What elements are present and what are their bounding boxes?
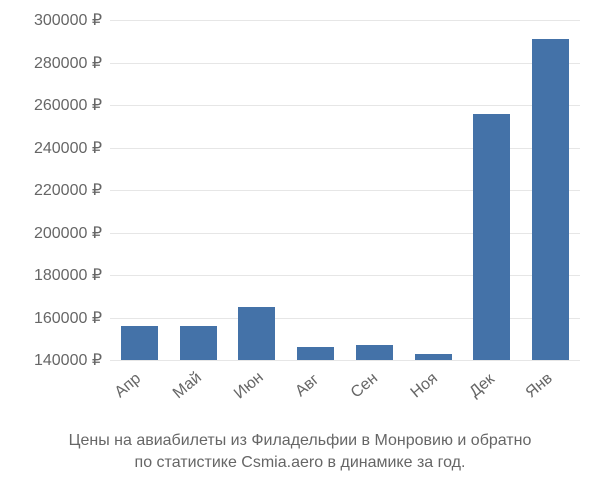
caption-line-1: Цены на авиабилеты из Филадельфии в Монр…	[69, 432, 532, 449]
y-tick-label: 300000 ₽	[34, 10, 102, 30]
x-tick-label: Май	[170, 369, 227, 429]
plot-area	[110, 20, 580, 360]
y-tick-label: 220000 ₽	[34, 180, 102, 200]
bar	[532, 39, 569, 360]
grid-line	[110, 360, 580, 361]
x-tick-label: Сен	[348, 370, 404, 429]
bar	[473, 114, 510, 361]
y-tick-label: 280000 ₽	[34, 53, 102, 73]
caption-line-2: по статистике Csmia.aero в динамике за г…	[135, 454, 466, 471]
chart-caption: Цены на авиабилеты из Филадельфии в Монр…	[0, 430, 600, 473]
bar	[180, 326, 217, 360]
y-tick-label: 180000 ₽	[34, 265, 102, 285]
y-tick-label: 260000 ₽	[34, 95, 102, 115]
x-tick-label: Авг	[293, 371, 346, 427]
bar	[121, 326, 158, 360]
bar	[415, 354, 452, 360]
bar	[238, 307, 275, 360]
y-tick-label: 140000 ₽	[34, 350, 102, 370]
bars-group	[110, 20, 580, 360]
y-tick-label: 160000 ₽	[34, 308, 102, 328]
price-chart: 140000 ₽ 160000 ₽ 180000 ₽ 200000 ₽ 220000 ₽…	[0, 0, 600, 500]
bar	[356, 345, 393, 360]
x-tick-label: Апр	[112, 370, 167, 428]
x-tick-label: Янв	[523, 370, 579, 428]
x-tick-label: Дек	[466, 370, 520, 427]
y-tick-label: 200000 ₽	[34, 223, 102, 243]
bar	[297, 347, 334, 360]
x-tick-label: Ноя	[407, 370, 463, 429]
y-tick-label: 240000 ₽	[34, 138, 102, 158]
x-axis-labels: АпрМайИюнАвгСенНояДекЯнв	[110, 365, 580, 425]
x-tick-label: Июн	[231, 369, 289, 430]
